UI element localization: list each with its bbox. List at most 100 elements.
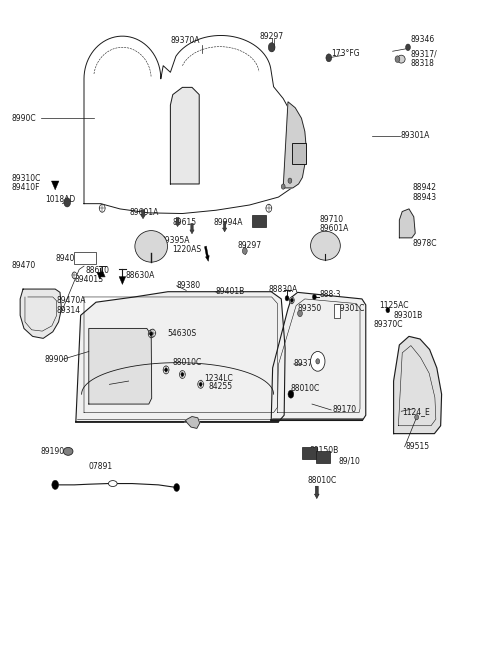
Circle shape xyxy=(150,329,156,337)
FancyArrow shape xyxy=(204,246,209,261)
Text: 89380: 89380 xyxy=(177,281,201,290)
Text: 89615: 89615 xyxy=(173,217,197,227)
Polygon shape xyxy=(84,35,301,214)
Circle shape xyxy=(285,296,289,301)
Text: 88830A: 88830A xyxy=(269,284,298,294)
Text: 89900: 89900 xyxy=(45,355,69,364)
Bar xyxy=(74,252,96,264)
Circle shape xyxy=(281,184,285,189)
Text: 89401S: 89401S xyxy=(74,275,103,284)
Ellipse shape xyxy=(63,447,73,455)
Text: 89994A: 89994A xyxy=(214,217,243,227)
Text: 07891: 07891 xyxy=(89,462,113,471)
Ellipse shape xyxy=(397,55,405,63)
Text: 89710: 89710 xyxy=(319,215,343,224)
Text: 89350: 89350 xyxy=(298,304,322,313)
Text: 89190: 89190 xyxy=(41,447,65,456)
Text: 89601A: 89601A xyxy=(130,208,159,217)
Circle shape xyxy=(312,294,316,300)
Text: 88010C: 88010C xyxy=(307,476,336,486)
Text: 89515: 89515 xyxy=(406,442,430,451)
Polygon shape xyxy=(399,209,415,238)
Text: 89170: 89170 xyxy=(333,405,357,415)
Circle shape xyxy=(289,297,294,304)
Text: 89370A: 89370A xyxy=(170,36,200,45)
Text: 89401B: 89401B xyxy=(215,287,244,296)
Ellipse shape xyxy=(311,231,340,260)
Circle shape xyxy=(395,56,400,62)
Text: 89301B: 89301B xyxy=(394,311,423,320)
Circle shape xyxy=(180,371,185,378)
Circle shape xyxy=(52,480,59,489)
Text: 89470: 89470 xyxy=(12,261,36,270)
FancyArrow shape xyxy=(314,486,319,499)
Ellipse shape xyxy=(135,231,168,262)
Text: 1124_E: 1124_E xyxy=(402,407,430,416)
Text: 89301C: 89301C xyxy=(335,304,364,313)
Text: 89150B: 89150B xyxy=(310,445,339,455)
Text: 88610: 88610 xyxy=(85,266,109,275)
Text: 89410F: 89410F xyxy=(12,183,40,192)
Text: 89346: 89346 xyxy=(410,35,435,44)
Circle shape xyxy=(99,204,105,212)
Circle shape xyxy=(64,198,71,207)
Text: 88010C: 88010C xyxy=(173,358,202,367)
Text: 89401: 89401 xyxy=(55,254,79,263)
Circle shape xyxy=(72,272,77,279)
Polygon shape xyxy=(170,87,199,184)
Text: 88630A: 88630A xyxy=(126,271,155,280)
FancyArrow shape xyxy=(190,223,194,234)
Bar xyxy=(252,215,266,227)
FancyArrow shape xyxy=(175,217,180,227)
Circle shape xyxy=(266,204,272,212)
Circle shape xyxy=(198,380,204,388)
Circle shape xyxy=(316,359,320,364)
Circle shape xyxy=(165,368,168,372)
Ellipse shape xyxy=(311,351,325,371)
Text: 88943: 88943 xyxy=(413,193,437,202)
Text: 888·3: 888·3 xyxy=(319,290,341,299)
Bar xyxy=(302,447,317,459)
Text: 89310C: 89310C xyxy=(12,174,41,183)
Circle shape xyxy=(163,366,169,374)
Polygon shape xyxy=(271,292,366,420)
Text: 8978C: 8978C xyxy=(413,239,437,248)
Text: 1241YB: 1241YB xyxy=(110,380,139,389)
Text: 1234LC: 1234LC xyxy=(204,374,233,383)
Text: 89297: 89297 xyxy=(238,240,262,250)
Bar xyxy=(292,143,306,164)
Circle shape xyxy=(181,373,184,376)
FancyArrow shape xyxy=(141,210,145,219)
Circle shape xyxy=(288,390,294,398)
Text: 84255: 84255 xyxy=(209,382,233,392)
Text: 89301A: 89301A xyxy=(401,131,430,141)
Polygon shape xyxy=(184,417,200,428)
Circle shape xyxy=(326,54,332,62)
Text: 88010C: 88010C xyxy=(291,384,320,394)
Circle shape xyxy=(174,484,180,491)
Polygon shape xyxy=(20,289,61,338)
Circle shape xyxy=(148,330,154,338)
Circle shape xyxy=(415,415,419,420)
Text: 1125AC: 1125AC xyxy=(379,301,408,310)
Polygon shape xyxy=(283,102,306,188)
Text: 89395A: 89395A xyxy=(161,236,190,245)
Text: 173°FG: 173°FG xyxy=(331,49,360,58)
Text: 89314: 89314 xyxy=(57,306,81,315)
FancyArrow shape xyxy=(223,221,227,232)
Text: 1018AD: 1018AD xyxy=(46,195,76,204)
Polygon shape xyxy=(89,328,152,404)
Circle shape xyxy=(288,178,292,183)
Text: 89/10: 89/10 xyxy=(338,457,360,466)
Text: 1220AS: 1220AS xyxy=(172,245,201,254)
Ellipse shape xyxy=(108,481,117,486)
Circle shape xyxy=(268,43,275,52)
Text: 88942: 88942 xyxy=(413,183,437,193)
Circle shape xyxy=(406,44,410,51)
Polygon shape xyxy=(76,292,285,422)
Bar xyxy=(334,304,340,318)
Text: 89317/: 89317/ xyxy=(410,49,437,58)
Text: 8990C: 8990C xyxy=(12,114,36,123)
Text: 89470A: 89470A xyxy=(57,296,86,305)
Bar xyxy=(316,451,330,463)
